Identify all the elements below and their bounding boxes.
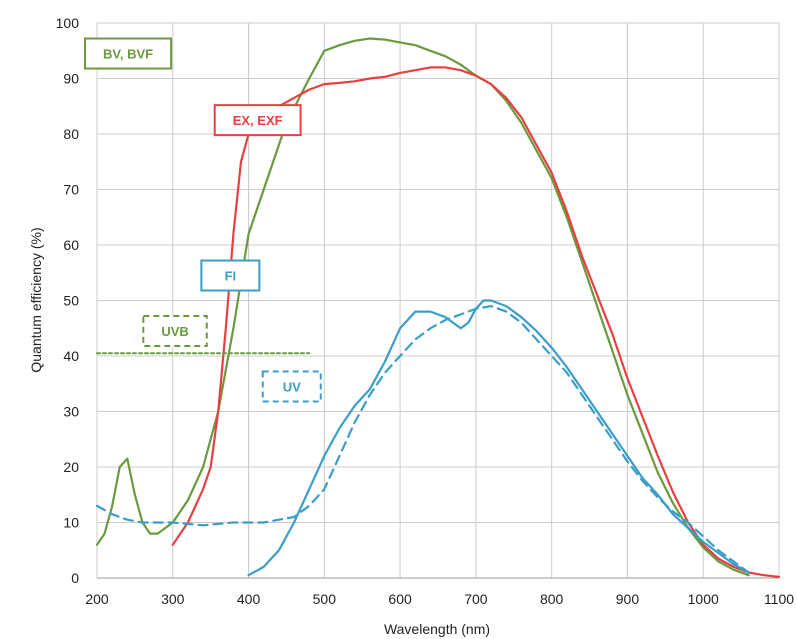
y-axis-label: Quantum efficiency (%) — [28, 227, 44, 372]
series-line-fi — [247, 299, 750, 577]
y-tick-label: 90 — [63, 71, 79, 87]
x-tick-label: 300 — [161, 591, 185, 607]
x-tick-label: 900 — [616, 591, 640, 607]
y-tick-label: 80 — [63, 126, 79, 142]
legend-label: EX, EXF — [233, 113, 283, 128]
series-line-uv — [95, 305, 750, 574]
y-tick-label: 50 — [63, 293, 79, 309]
legend-box — [261, 370, 322, 403]
y-tick-label: 20 — [63, 459, 79, 475]
legend-box — [84, 37, 173, 70]
legend-item-bv-bvf: BV, BVF — [84, 37, 173, 70]
x-tick-label: 600 — [388, 591, 412, 607]
legend-item-fi: FI — [200, 259, 261, 292]
legend-item-uv: UV — [261, 370, 322, 403]
legend-item-ex-exf: EX, EXF — [213, 104, 302, 137]
x-tick-label: 1000 — [688, 591, 719, 607]
series-line-ex-exf — [171, 66, 781, 579]
legend: BV, BVF EX, EXF FI UVB UV — [84, 37, 322, 403]
y-tick-label: 0 — [71, 570, 79, 586]
x-tick-label: 400 — [237, 591, 261, 607]
y-tick-label: 30 — [63, 404, 79, 420]
grid — [96, 22, 780, 579]
y-tick-label: 10 — [63, 515, 79, 531]
y-tick-label: 100 — [56, 15, 80, 31]
series-group — [95, 37, 781, 579]
legend-item-uvb: UVB — [142, 315, 208, 348]
x-axis-label: Wavelength (nm) — [384, 621, 490, 637]
legend-box — [200, 259, 261, 292]
legend-label: UV — [283, 380, 301, 395]
y-tick-label: 70 — [63, 182, 79, 198]
x-tick-label: 800 — [540, 591, 564, 607]
legend-label: UVB — [161, 324, 188, 339]
x-tick-label: 500 — [313, 591, 337, 607]
x-tick-label: 1100 — [764, 591, 794, 607]
y-tick-label: 40 — [63, 348, 79, 364]
legend-box — [142, 315, 208, 348]
x-tick-label: 700 — [464, 591, 488, 607]
legend-label: BV, BVF — [103, 47, 153, 62]
axes: 200 300 400 500 600 700 800 900 1000 1100 0 10 20 30 4… — [56, 15, 795, 607]
legend-box — [213, 104, 302, 137]
series-line-bv-bvf — [95, 37, 750, 577]
y-tick-label: 60 — [63, 237, 79, 253]
x-tick-label: 200 — [85, 591, 109, 607]
legend-label: FI — [225, 269, 237, 284]
